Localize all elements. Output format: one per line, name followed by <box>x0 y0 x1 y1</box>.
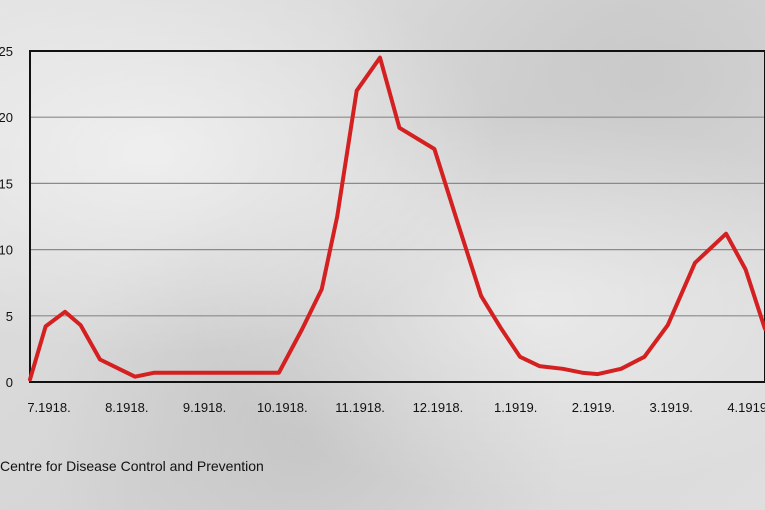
x-tick-label: 1.1919. <box>494 400 537 415</box>
y-tick-label: 15 <box>0 176 13 191</box>
x-tick-label: 8.1918. <box>105 400 148 415</box>
x-tick-label: 10.1918. <box>257 400 308 415</box>
source-note: Centre for Disease Control and Preventio… <box>0 458 264 474</box>
y-tick-label: 10 <box>0 243 13 258</box>
y-axis: 0 5 10 15 20 25 <box>0 44 13 390</box>
x-tick-label: 11.1918. <box>335 400 385 415</box>
y-tick-label: 25 <box>0 44 13 59</box>
x-tick-label: 2.1919. <box>572 400 615 415</box>
plot-frame <box>29 50 765 383</box>
y-tick-label: 0 <box>6 375 13 390</box>
x-tick-label: 9.1918. <box>183 400 226 415</box>
x-tick-label: 4.1919. <box>727 400 765 415</box>
y-tick-label: 5 <box>6 309 13 324</box>
x-tick-label: 3.1919. <box>650 400 693 415</box>
x-axis: 7.1918. 8.1918. 9.1918. 10.1918. 11.1918. 12.… <box>27 400 765 415</box>
y-tick-label: 20 <box>0 110 13 125</box>
grid-lines <box>30 116 765 317</box>
x-tick-label: 12.1918. <box>413 400 464 415</box>
x-tick-label: 7.1918. <box>27 400 70 415</box>
series-line <box>28 55 765 382</box>
